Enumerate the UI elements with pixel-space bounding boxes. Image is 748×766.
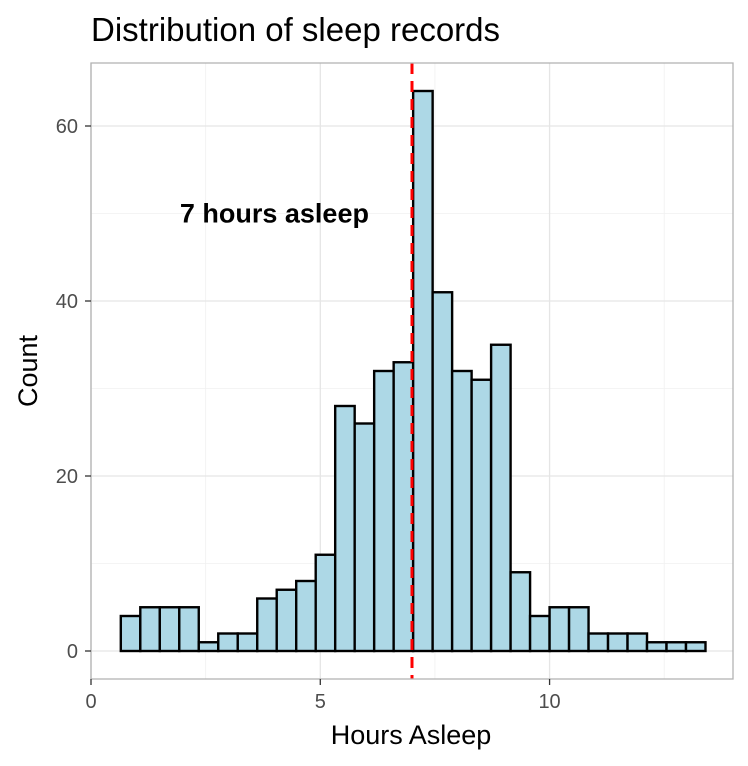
histogram-bar <box>178 606 200 653</box>
x-tick-label: 10 <box>538 691 560 713</box>
histogram-bar <box>431 291 454 653</box>
chart-title: Distribution of sleep records <box>91 11 500 48</box>
x-axis-ticks: 0 5 10 <box>85 679 561 713</box>
histogram-bar <box>275 588 298 653</box>
histogram-bar <box>587 632 610 653</box>
histogram-bar <box>470 378 493 653</box>
plot-panel-border <box>90 62 734 680</box>
histogram-bar <box>158 606 181 653</box>
x-tick-label: 5 <box>315 691 326 713</box>
y-tick-label: 0 <box>67 641 78 663</box>
bars <box>119 89 707 653</box>
histogram-bar <box>509 571 532 653</box>
histogram-bar <box>606 632 629 653</box>
histogram-bar <box>392 361 415 653</box>
histogram-bar <box>450 369 473 653</box>
y-tick-label: 40 <box>56 291 78 313</box>
histogram-bar <box>197 641 220 653</box>
histogram-bar <box>684 641 707 653</box>
histogram-bar <box>353 422 376 653</box>
histogram-bar <box>119 614 142 653</box>
histogram-bar <box>372 369 395 653</box>
histogram-bar <box>528 614 551 653</box>
histogram-bar <box>333 404 356 653</box>
annotation-label: 7 hours asleep <box>180 199 369 229</box>
x-tick-label: 0 <box>85 691 96 713</box>
histogram-bar <box>626 632 649 653</box>
histogram-bar <box>489 343 512 653</box>
histogram-bar <box>665 641 688 653</box>
histogram-bar <box>411 89 434 653</box>
y-tick-label: 20 <box>56 466 78 488</box>
histogram-bar <box>236 632 259 653</box>
histogram-bar <box>256 597 278 653</box>
y-axis-ticks: 0 20 40 60 <box>56 116 91 663</box>
histogram-bar <box>139 606 161 653</box>
histogram-bar <box>567 606 590 653</box>
histogram-bar <box>645 641 668 653</box>
x-axis-title: Hours Asleep <box>331 720 492 750</box>
y-tick-label: 60 <box>56 116 78 138</box>
y-axis-title: Count <box>13 334 43 407</box>
histogram-bar <box>314 553 337 653</box>
histogram-bar <box>295 579 317 653</box>
histogram-bar <box>548 606 571 653</box>
histogram-bar <box>217 632 239 653</box>
